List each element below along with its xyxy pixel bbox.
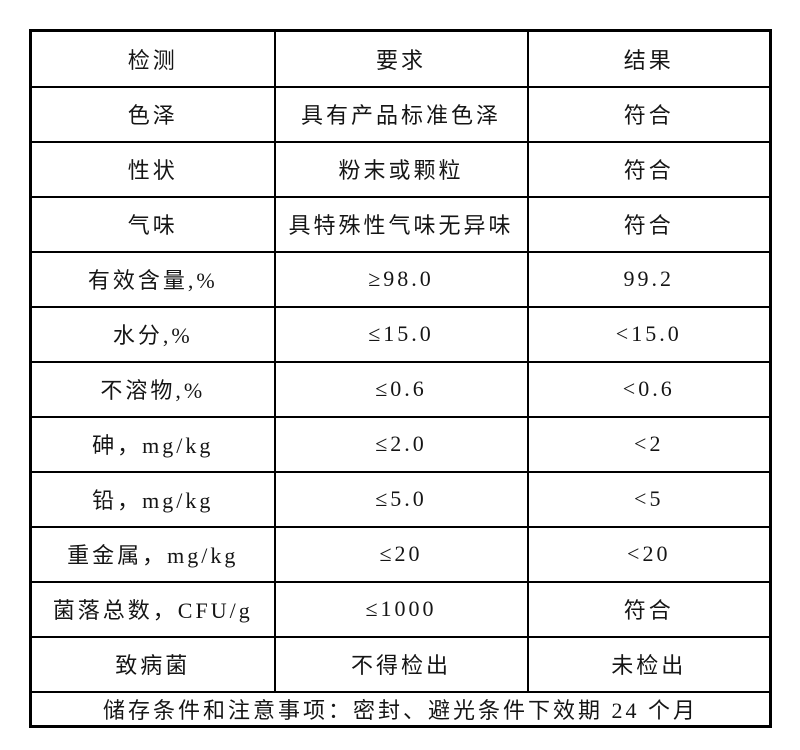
cell-item: 菌落总数，CFU/g [29,580,276,638]
table-row: 气味 具特殊性气味无异味 符合 [29,195,772,253]
cell-item: 性状 [29,140,276,198]
table-row: 铅，mg/kg ≤5.0 <5 [29,470,772,528]
cell-requirement: ≤1000 [273,580,529,638]
storage-note: 储存条件和注意事项：密封、避光条件下效期 24 个月 [29,690,772,727]
cell-result: <0.6 [526,360,772,418]
cell-requirement: ≤20 [273,525,529,583]
cell-result: 符合 [526,580,772,638]
cell-result: <20 [526,525,772,583]
cell-result: <2 [526,415,772,473]
cell-requirement: ≥98.0 [273,250,529,308]
table-header-row: 检测 要求 结果 [29,29,772,88]
cell-requirement: 不得检出 [273,635,529,693]
cell-result: 符合 [526,85,772,143]
table-row: 重金属，mg/kg ≤20 <20 [29,525,772,583]
cell-result: 符合 [526,140,772,198]
cell-requirement: 具有产品标准色泽 [273,85,529,143]
cell-item: 致病菌 [29,635,276,693]
table-row: 水分,% ≤15.0 <15.0 [29,305,772,363]
cell-requirement: ≤5.0 [273,470,529,528]
table-footer-row: 储存条件和注意事项：密封、避光条件下效期 24 个月 [29,690,772,727]
header-cell-result: 结果 [526,29,772,88]
header-cell-item: 检测 [29,29,276,88]
table-row: 致病菌 不得检出 未检出 [29,635,772,693]
cell-result: 99.2 [526,250,772,308]
cell-item: 砷，mg/kg [29,415,276,473]
table-row: 有效含量,% ≥98.0 99.2 [29,250,772,308]
cell-requirement: ≤0.6 [273,360,529,418]
table-row: 色泽 具有产品标准色泽 符合 [29,85,772,143]
cell-item: 重金属，mg/kg [29,525,276,583]
cell-item: 不溶物,% [29,360,276,418]
cell-item: 有效含量,% [29,250,276,308]
cell-item: 水分,% [29,305,276,363]
cell-result: <5 [526,470,772,528]
cell-result: 符合 [526,195,772,253]
cell-result: <15.0 [526,305,772,363]
cell-result: 未检出 [526,635,772,693]
cell-requirement: ≤2.0 [273,415,529,473]
table-row: 菌落总数，CFU/g ≤1000 符合 [29,580,772,638]
cell-requirement: 粉末或颗粒 [273,140,529,198]
cell-item: 色泽 [29,85,276,143]
cell-requirement: 具特殊性气味无异味 [273,195,529,253]
cell-item: 气味 [29,195,276,253]
cell-item: 铅，mg/kg [29,470,276,528]
table-row: 不溶物,% ≤0.6 <0.6 [29,360,772,418]
header-cell-requirement: 要求 [273,29,529,88]
cell-requirement: ≤15.0 [273,305,529,363]
table-row: 性状 粉末或颗粒 符合 [29,140,772,198]
inspection-table: 检测 要求 结果 色泽 具有产品标准色泽 符合 性状 粉末或颗粒 符合 气味 具… [29,29,772,728]
table-row: 砷，mg/kg ≤2.0 <2 [29,415,772,473]
